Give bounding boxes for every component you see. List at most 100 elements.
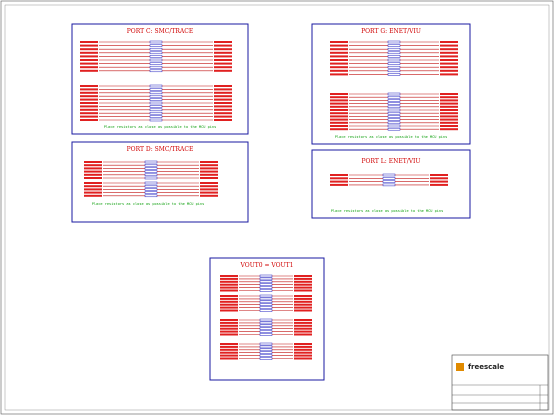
resistor	[149, 62, 163, 65]
net-label	[330, 174, 348, 176]
net-label	[220, 351, 238, 354]
net-label	[330, 44, 348, 47]
net-label	[220, 297, 238, 300]
net-label	[440, 112, 458, 115]
resistor	[144, 188, 158, 191]
net-label	[330, 125, 348, 127]
resistor	[144, 184, 158, 188]
resistor	[387, 124, 401, 128]
net-label	[294, 306, 312, 309]
net-label	[214, 102, 232, 104]
net-label	[214, 44, 232, 47]
net-label	[330, 121, 348, 124]
net-label	[200, 185, 218, 188]
resistor	[387, 44, 401, 47]
net-label	[80, 59, 98, 61]
net-label	[84, 164, 102, 167]
resistor	[387, 62, 401, 65]
resistor	[387, 47, 401, 51]
net-label	[440, 125, 458, 127]
resistor	[149, 51, 163, 55]
net-label	[430, 177, 448, 180]
net-label	[294, 277, 312, 280]
block-title: PORT L: ENET/VIU	[362, 158, 421, 165]
net-label	[220, 286, 238, 289]
net-label	[440, 96, 458, 99]
net-label	[200, 191, 218, 194]
net-label	[220, 309, 238, 312]
net-label	[330, 128, 348, 131]
resistor	[149, 105, 163, 108]
net-label	[440, 118, 458, 121]
net-label	[220, 343, 238, 345]
net-label	[80, 95, 98, 98]
net-label	[220, 303, 238, 306]
resistor	[149, 58, 163, 62]
net-label	[330, 59, 348, 61]
net-label	[294, 343, 312, 345]
resistor	[259, 318, 273, 322]
net-label	[220, 277, 238, 280]
net-label	[80, 55, 98, 58]
net-label	[220, 300, 238, 303]
net-label	[330, 118, 348, 121]
resistor	[149, 55, 163, 58]
resistor	[259, 342, 273, 346]
net-label	[80, 119, 98, 121]
resistor	[149, 47, 163, 51]
resistor	[387, 40, 401, 44]
net-label	[220, 345, 238, 348]
net-label	[440, 109, 458, 111]
net-label	[440, 62, 458, 65]
resistor	[144, 173, 158, 177]
resistor	[259, 303, 273, 306]
net-label	[440, 51, 458, 54]
net-label	[80, 51, 98, 54]
block-note: Place resistors as close as possible to …	[335, 135, 448, 139]
net-label	[80, 44, 98, 47]
net-label	[220, 354, 238, 357]
net-label	[84, 167, 102, 170]
net-label	[80, 48, 98, 51]
net-label	[440, 55, 458, 58]
net-label	[330, 93, 348, 95]
resistor	[259, 289, 273, 292]
resistor	[149, 69, 163, 73]
resistor	[387, 73, 401, 76]
net-label	[330, 55, 348, 58]
net-label	[214, 98, 232, 101]
net-label	[330, 180, 348, 183]
block-note: Place resistors as close as possible to …	[331, 209, 444, 213]
net-label	[220, 321, 238, 324]
resistor	[259, 306, 273, 309]
net-label	[220, 289, 238, 292]
net-label	[80, 85, 98, 87]
resistor	[382, 173, 396, 177]
net-label	[330, 109, 348, 111]
block-note: Place resistors as close as possible to …	[104, 125, 217, 129]
resistor	[387, 108, 401, 112]
inner-frame	[4, 4, 550, 411]
net-label	[200, 173, 218, 176]
net-label	[200, 182, 218, 184]
resistor	[387, 111, 401, 115]
net-label	[214, 41, 232, 43]
net-label	[214, 51, 232, 54]
resistor	[259, 280, 273, 284]
net-label	[440, 99, 458, 102]
net-label	[294, 357, 312, 360]
net-label	[294, 351, 312, 354]
resistor	[387, 69, 401, 73]
net-label	[80, 66, 98, 69]
net-label	[200, 161, 218, 163]
net-label	[440, 44, 458, 47]
resistor	[382, 180, 396, 183]
net-label	[294, 333, 312, 336]
resistor	[259, 297, 273, 301]
resistor	[149, 94, 163, 98]
net-label	[80, 69, 98, 72]
net-label	[430, 183, 448, 186]
resistor	[387, 118, 401, 121]
net-label	[200, 194, 218, 197]
net-label	[220, 306, 238, 309]
